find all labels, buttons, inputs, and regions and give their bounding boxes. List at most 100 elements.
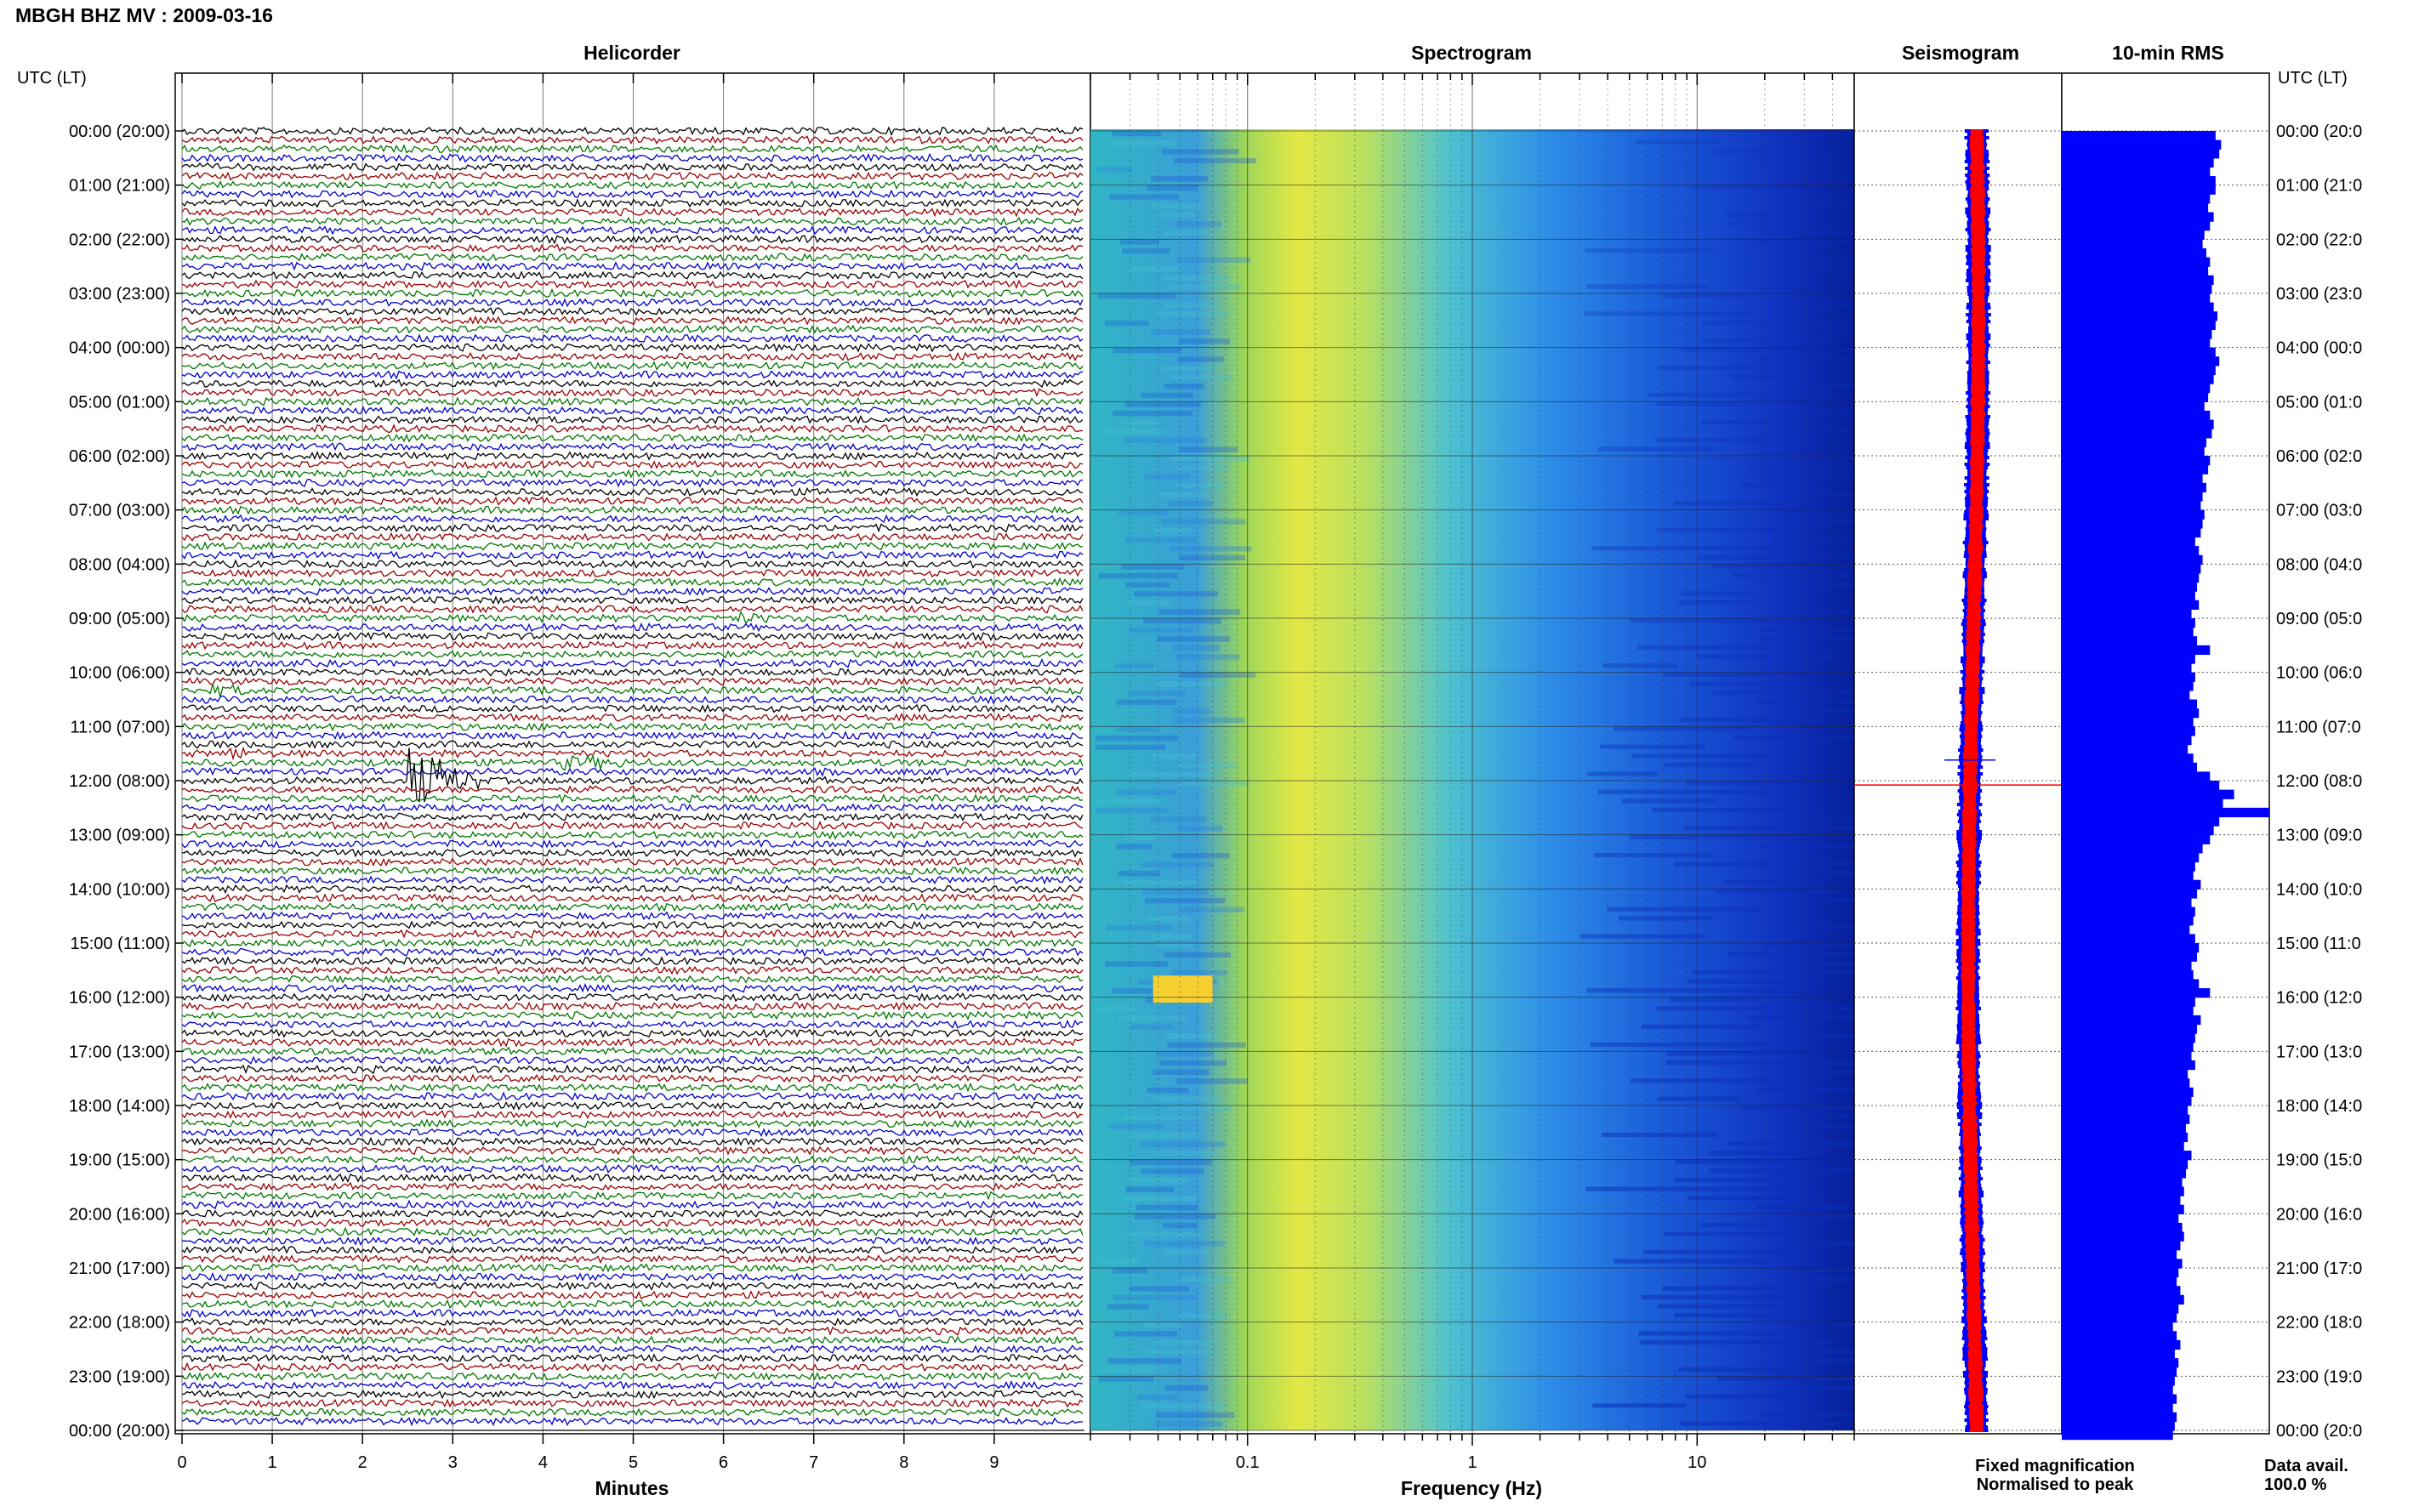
hour-label-left: 19:00 (15:00) — [69, 1151, 170, 1170]
spectrogram-band — [1584, 311, 1754, 316]
rms-bar — [2062, 871, 2194, 881]
helicorder-trace — [181, 1128, 1084, 1138]
rms-bar — [2062, 356, 2220, 367]
spectrogram-band — [1794, 1123, 1854, 1128]
helicorder-title: Helicorder — [583, 42, 680, 64]
rms-bar — [2062, 247, 2206, 259]
spectrogram-band — [1780, 302, 1854, 307]
helicorder-trace — [181, 920, 1084, 930]
spectrogram-band — [1697, 654, 1833, 659]
helicorder-trace — [181, 396, 1084, 406]
spectrogram-band — [1585, 247, 1716, 253]
helicorder-trace — [181, 803, 1084, 813]
helicorder-trace — [181, 144, 1084, 154]
helicorder-trace — [181, 288, 1084, 298]
rms-bar — [2062, 446, 2205, 457]
rms-bar — [2062, 1430, 2173, 1441]
spectrogram-band — [1164, 1249, 1210, 1256]
spectrogram-band — [1760, 636, 1854, 641]
helicorder-trace — [181, 875, 1084, 885]
helicorder-gridlines — [175, 73, 995, 1434]
spectrogram-band — [1151, 329, 1210, 335]
spectrogram-band — [1780, 384, 1854, 389]
rms-bar — [2062, 744, 2188, 754]
rms-bar — [2062, 879, 2201, 890]
rms-bar — [2062, 139, 2222, 150]
helicorder-trace — [182, 1155, 1084, 1165]
spectrogram-band — [1155, 1051, 1214, 1057]
helicorder-trace — [181, 1326, 1084, 1336]
helicorder-trace — [181, 857, 1084, 867]
spectrogram-band — [1730, 374, 1822, 379]
spectrogram-band — [1163, 275, 1230, 281]
spectrogram-band — [1124, 834, 1159, 841]
helicorder-trace — [181, 1379, 1084, 1390]
helicorder-trace — [181, 847, 1084, 858]
helicorder-trace — [181, 631, 1084, 642]
rms-bar — [2062, 474, 2203, 484]
helicorder-trace — [181, 207, 1084, 218]
spectrogram-band — [1175, 654, 1239, 660]
spectrogram-band — [1100, 429, 1165, 435]
spectrogram-band — [1169, 284, 1241, 290]
rms-bar — [2062, 907, 2195, 917]
hour-label-right: 13:00 (09:0 — [2276, 827, 2362, 845]
spectrogram-band — [1095, 735, 1178, 742]
spectrogram-band — [1136, 1394, 1178, 1400]
rms-bar — [2062, 554, 2203, 565]
seismogram-normalised-trace — [1961, 129, 1986, 1432]
helicorder-trace — [181, 261, 1084, 271]
spectrogram-band — [1657, 1096, 1739, 1101]
helicorder-trace — [181, 1037, 1084, 1048]
spectrogram-band — [1709, 1151, 1801, 1156]
left-hour-labels: 00:00 (20:00) 01:00 (21:00) 02:00 (22:00) 0… — [69, 122, 170, 1441]
spectrogram-band — [1150, 1151, 1215, 1157]
rms-bar — [2062, 131, 2216, 141]
spectrogram-band — [1699, 554, 1854, 560]
data-availability-value: 100.0 % — [2264, 1475, 2327, 1494]
helicorder-trace — [181, 1353, 1084, 1363]
spectrogram-band — [1587, 771, 1658, 776]
spectrogram-band — [1664, 1231, 1811, 1236]
spectrogram-band — [1173, 969, 1227, 976]
helicorder-trace — [181, 658, 1084, 668]
hour-label-left: 00:00 (20:00) — [69, 1422, 170, 1441]
spectrogram-band — [1679, 1421, 1841, 1426]
hour-label-left: 03:00 (23:00) — [69, 285, 170, 304]
rms-bar — [2062, 844, 2203, 854]
spectrogram-band — [1750, 464, 1854, 469]
spectrogram-band — [1639, 1339, 1830, 1345]
rms-bar — [2062, 600, 2200, 610]
rms-bar — [2062, 916, 2194, 926]
rms-bar — [2062, 221, 2211, 231]
minute-tick-label: 4 — [538, 1453, 548, 1472]
helicorder-trace — [181, 911, 1084, 921]
spectrogram-band — [1164, 952, 1232, 958]
rms-bar — [2062, 636, 2198, 646]
spectrogram-band — [1175, 482, 1225, 489]
rms-bar — [2062, 1177, 2183, 1188]
hour-label-left: 02:00 (22:00) — [69, 230, 170, 249]
spectrogram-band — [1656, 1006, 1854, 1011]
spectrogram-band — [1163, 302, 1218, 308]
spectrogram-band — [1820, 429, 1854, 434]
rms-bar — [2062, 456, 2211, 466]
rms-bar — [2062, 1412, 2177, 1422]
rms-bar — [2062, 482, 2206, 493]
spectrogram-band — [1579, 934, 1706, 939]
spectrogram-band — [1701, 419, 1777, 424]
spectrogram-band — [1179, 554, 1245, 561]
minute-tick-label: 3 — [448, 1453, 458, 1472]
spectrogram-band — [1655, 401, 1747, 406]
hour-label-right: 05:00 (01:0 — [2276, 393, 2362, 412]
spectrogram-band — [1636, 645, 1782, 651]
helicorder-trace — [181, 605, 1084, 614]
spectrogram-band — [1826, 871, 1854, 876]
helicorder-trace — [181, 171, 1084, 181]
rms-bar — [2062, 826, 2214, 836]
helicorder-panel: 0 1 2 3 4 5 6 7 8 9 Minutes — [174, 72, 1091, 1499]
spectrogram-band — [1158, 609, 1240, 615]
rms-bar — [2062, 1268, 2179, 1278]
spectrogram-x-label: Frequency (Hz) — [1401, 1477, 1542, 1499]
spectrogram-band — [1175, 221, 1221, 227]
